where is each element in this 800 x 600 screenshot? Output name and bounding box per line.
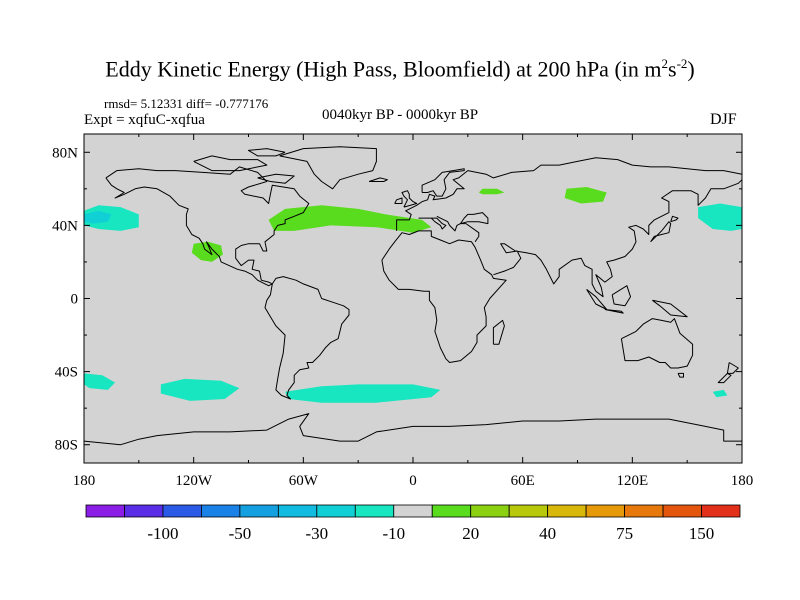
colorbar-box — [239, 504, 279, 518]
coastline-4 — [396, 157, 743, 231]
colorbar-label: -100 — [147, 524, 178, 543]
colorbar-label: -30 — [305, 524, 328, 543]
coastline-25 — [611, 285, 631, 307]
coastline-24 — [604, 309, 624, 314]
colorbar-box — [624, 504, 664, 518]
coastline-8 — [460, 212, 489, 225]
colorbar-label: 40 — [539, 524, 556, 543]
coastline-14 — [368, 177, 388, 182]
coastline-10 — [650, 221, 672, 243]
coastline-12 — [401, 190, 418, 208]
season-label: DJF — [710, 111, 737, 128]
colorbar-box — [277, 504, 318, 518]
title-sup-2: -2 — [676, 56, 688, 71]
y-tick-label: 80N — [52, 145, 78, 161]
colorbar-label: 20 — [462, 524, 479, 543]
anomaly-region-tasmania-negative — [712, 389, 728, 398]
x-tick-label: 60E — [511, 473, 535, 489]
coastline-5 — [421, 168, 465, 197]
stats-label: rmsd= 5.12331 diff= -0.777176 — [104, 96, 269, 111]
colorbar-box — [393, 504, 433, 518]
coastline-9 — [493, 179, 743, 298]
x-tick-label: 180 — [731, 473, 754, 489]
x-tick-label: 180 — [73, 473, 96, 489]
colorbar-box — [470, 504, 510, 518]
y-tick-label: 80S — [55, 438, 78, 454]
colorbar-box — [547, 504, 587, 518]
anomaly-region-north-pacific-west-negative — [698, 203, 742, 231]
map-background — [84, 134, 742, 463]
title-sup-1: 2 — [661, 56, 669, 71]
colorbar-label: -50 — [229, 524, 252, 543]
coastline-17 — [257, 173, 295, 184]
colorbar: -100 -50 -30 -10 20 40 75 150 — [85, 504, 741, 543]
coastlines — [83, 146, 743, 446]
x-tick-label: 120W — [175, 473, 213, 489]
title-main: Eddy Kinetic Energy (High Pass, Bloomfie… — [105, 56, 662, 82]
x-tick-label: 0 — [409, 473, 417, 489]
coastline-6 — [418, 217, 447, 230]
anomaly-region-north-atlantic-positive — [268, 205, 432, 233]
coastline-1 — [264, 276, 350, 400]
anomaly-region-south-atlantic-negative — [285, 384, 441, 403]
map-axes: 180 120W 60W 0 60E 120E 180 80N 40N 0 40S 80S — [52, 134, 753, 489]
title-close: ) — [687, 56, 695, 82]
y-tick-label: 40N — [52, 218, 78, 234]
colorbar-box — [162, 504, 202, 518]
coastline-26 — [652, 299, 688, 318]
coastline-0 — [105, 166, 310, 287]
colorbar-box — [508, 504, 549, 518]
coastline-3 — [492, 319, 505, 345]
colorbar-label: 150 — [689, 524, 715, 543]
colorbar-box — [85, 504, 125, 518]
coastline-11 — [670, 215, 679, 223]
coastline-20 — [677, 372, 684, 378]
y-tick-label: 0 — [71, 292, 79, 308]
colorbar-box — [585, 504, 625, 518]
colorbar-box — [701, 504, 741, 518]
anomaly-region-central-asia-positive — [564, 187, 607, 204]
colorbar-box — [354, 504, 395, 518]
colorbar-box — [201, 504, 241, 518]
anomaly-region-south-pacific-central-negative — [160, 378, 240, 401]
experiment-label: Expt = xqfuC-xqfua — [84, 112, 205, 128]
y-tick-label: 40S — [55, 365, 78, 381]
title-unit-s: s — [668, 56, 677, 82]
coastline-27 — [83, 413, 742, 446]
anomaly-region-north-pacific-east-core — [84, 210, 112, 224]
coastline-13 — [394, 197, 403, 204]
colorbar-label: 75 — [616, 524, 633, 543]
coastline-19 — [620, 318, 694, 369]
coastline-7 — [436, 215, 480, 243]
anomaly-regions — [84, 187, 742, 403]
chart-title: Eddy Kinetic Energy (High Pass, Bloomfie… — [0, 56, 800, 82]
anomaly-region-caspian-positive — [478, 188, 505, 195]
colorbar-label: -10 — [382, 524, 405, 543]
coastline-22 — [717, 372, 732, 384]
coastline-2 — [381, 230, 507, 363]
colorbar-box — [316, 504, 356, 518]
coastline-16 — [193, 155, 268, 172]
coastline-21 — [726, 362, 739, 374]
coastline-18 — [248, 148, 286, 157]
coastline-15 — [279, 146, 377, 190]
colorbar-box — [662, 504, 702, 518]
colorbar-box — [431, 504, 472, 518]
x-tick-label: 120E — [616, 473, 648, 489]
anomaly-region-south-pacific-west-negative — [84, 373, 116, 390]
period-label: 0040kyr BP - 0000kyr BP — [322, 107, 479, 123]
x-tick-label: 60W — [289, 473, 319, 489]
colorbar-box — [124, 504, 164, 518]
anomaly-region-mexico-positive — [191, 241, 223, 262]
